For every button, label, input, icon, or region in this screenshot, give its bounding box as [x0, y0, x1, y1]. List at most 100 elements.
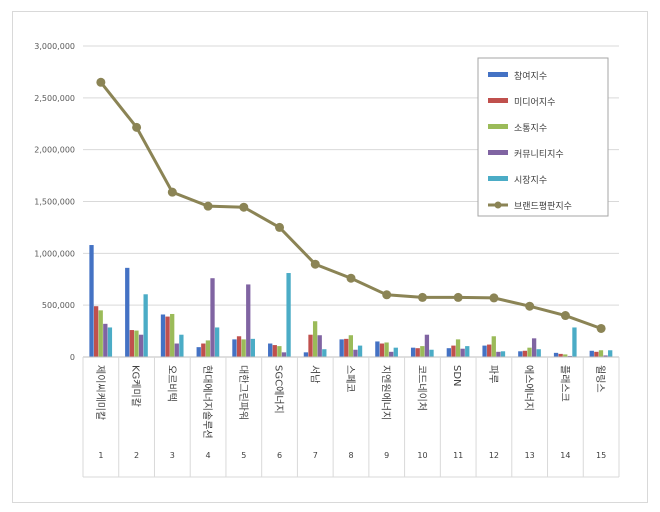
x-category-label: 지엔원에너지: [380, 365, 392, 420]
x-category-label: 오르비텍: [165, 365, 177, 402]
bar: [205, 340, 211, 357]
bar: [608, 350, 613, 357]
y-tick-label: 1,000,000: [34, 249, 75, 258]
bar: [134, 330, 139, 357]
y-tick-label: 2,500,000: [34, 94, 75, 103]
bar: [268, 343, 273, 357]
x-category-label: 윌링스: [594, 365, 606, 393]
legend-label: 미디어지수: [514, 97, 555, 108]
bar: [236, 336, 242, 357]
legend-label: 참여지수: [514, 70, 547, 82]
legend-label: 소통지수: [514, 123, 547, 134]
bar: [451, 345, 456, 357]
bar: [241, 339, 246, 357]
bar: [531, 338, 537, 357]
bar: [491, 336, 496, 357]
x-rank-label: 2: [134, 451, 139, 460]
bar: [246, 284, 251, 357]
bar: [89, 245, 94, 357]
bar: [344, 338, 349, 357]
bar: [317, 335, 322, 357]
y-tick-label: 3,000,000: [34, 42, 75, 51]
x-category-label: SGC에너지: [273, 365, 285, 414]
x-rank-label: 11: [453, 451, 463, 460]
y-axis: 0 500,000 1,000,000 1,500,000 2,000,000 2,500…: [34, 42, 75, 362]
bar: [308, 334, 313, 357]
x-category-label: 에스에너지: [523, 365, 535, 411]
bar: [210, 278, 215, 357]
bar: [558, 353, 563, 357]
legend-swatch: [488, 150, 508, 155]
bar: [125, 267, 130, 357]
bar: [482, 345, 487, 357]
bar: [527, 347, 532, 357]
bar: [455, 339, 461, 357]
bar: [357, 345, 363, 357]
line-point: [596, 323, 606, 333]
legend-swatch: [488, 124, 508, 129]
x-category-label: 코드네이처: [415, 365, 427, 411]
bar: [465, 346, 470, 357]
x-category-label: 서남: [308, 365, 320, 383]
bar: [232, 339, 237, 357]
y-tick-label: 2,000,000: [34, 146, 75, 155]
x-rank-label: 15: [596, 451, 606, 460]
bar: [129, 330, 134, 357]
line-point: [167, 187, 177, 197]
bars: [89, 245, 613, 357]
line-point: [525, 301, 535, 311]
bar: [138, 334, 144, 357]
legend-label: 시장지수: [514, 175, 547, 186]
bar: [589, 350, 594, 357]
x-category-label: 대한그린파워: [237, 365, 250, 420]
bar: [286, 273, 291, 357]
line-point: [132, 122, 142, 132]
x-rank-label: 6: [277, 451, 282, 460]
x-rank-label: 10: [417, 451, 427, 460]
bar: [98, 310, 103, 357]
bar: [563, 354, 568, 357]
legend-marker: [494, 201, 502, 209]
x-category-label: KG케미칼: [130, 365, 143, 407]
bar: [277, 346, 282, 357]
bar: [93, 306, 99, 357]
x-category-label: 현대에너지솔루션: [201, 365, 213, 439]
y-tick-label: 1,500,000: [34, 198, 75, 207]
line-point: [203, 201, 213, 211]
bar: [415, 348, 420, 357]
bar: [496, 351, 501, 357]
bar: [179, 334, 184, 357]
bar: [446, 348, 451, 357]
x-category-label: 플래스크: [558, 365, 570, 402]
bar: [201, 343, 206, 357]
bar: [322, 349, 327, 357]
bar: [424, 334, 430, 357]
y-tick-label: 500,000: [42, 301, 75, 310]
bar: [567, 355, 572, 357]
bar: [353, 349, 358, 357]
x-rank-label: 5: [241, 451, 246, 460]
bar: [572, 327, 577, 357]
bar: [196, 347, 201, 357]
chart-frame: 0 500,000 1,000,000 1,500,000 2,000,000 2,500…: [12, 11, 648, 503]
line-point: [560, 311, 570, 321]
x-category-label: 스페코: [344, 365, 356, 393]
line-point: [489, 293, 499, 303]
x-category-label: SDN: [451, 365, 462, 387]
line-point: [239, 202, 249, 212]
bar: [348, 335, 353, 357]
grid-lines: [83, 45, 619, 358]
y-tick-label: 0: [70, 353, 75, 362]
bar: [174, 343, 179, 357]
x-rank-label: 1: [98, 451, 103, 460]
x-rank-label: 7: [313, 451, 318, 460]
bar: [103, 323, 108, 357]
x-rank-label: 4: [206, 451, 211, 460]
x-category-label: 파루: [487, 365, 499, 383]
x-category-label: 제이씨케미칼: [94, 365, 107, 420]
x-rank-label: 9: [384, 451, 389, 460]
bar: [312, 321, 318, 357]
line-point: [346, 273, 356, 283]
bar: [420, 346, 425, 357]
